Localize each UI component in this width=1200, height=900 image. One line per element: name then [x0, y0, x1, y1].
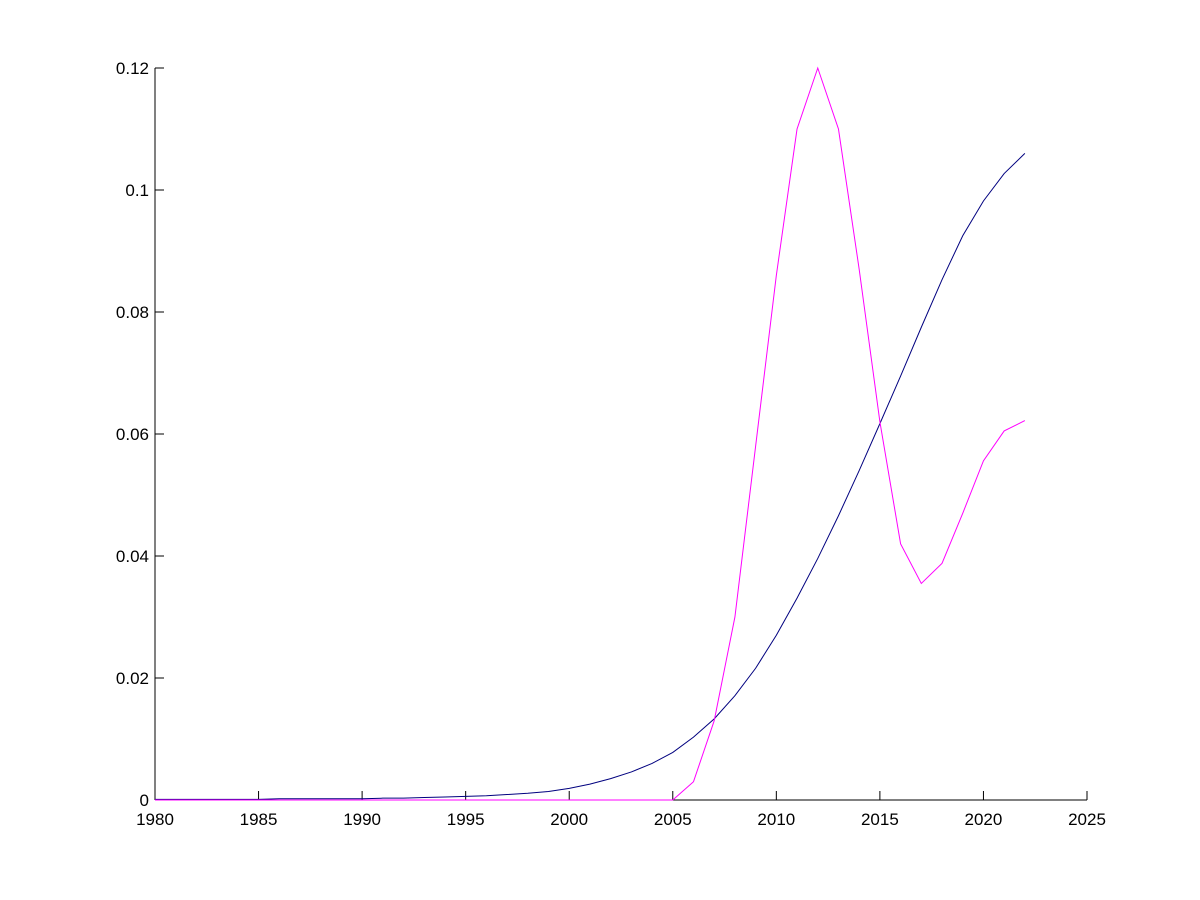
y-tick-label: 0.06: [116, 425, 149, 444]
y-tick-label: 0.12: [116, 59, 149, 78]
x-tick-label: 1980: [136, 810, 174, 829]
x-tick-label: 1985: [240, 810, 278, 829]
x-tick-label: 1995: [447, 810, 485, 829]
y-tick-label: 0.1: [125, 181, 149, 200]
y-tick-label: 0.04: [116, 547, 149, 566]
series-line: [155, 66, 1026, 801]
x-tick-label: 1990: [343, 810, 381, 829]
x-tick-label: 2025: [1068, 810, 1106, 829]
x-tick-label: 2000: [550, 810, 588, 829]
y-tick-label: 0: [140, 791, 149, 810]
x-tick-label: 2015: [861, 810, 899, 829]
x-tick-label: 2010: [757, 810, 795, 829]
x-tick-label: 2020: [965, 810, 1003, 829]
y-tick-label: 0.08: [116, 303, 149, 322]
x-tick-label: 2005: [654, 810, 692, 829]
y-tick-label: 0.02: [116, 669, 149, 688]
